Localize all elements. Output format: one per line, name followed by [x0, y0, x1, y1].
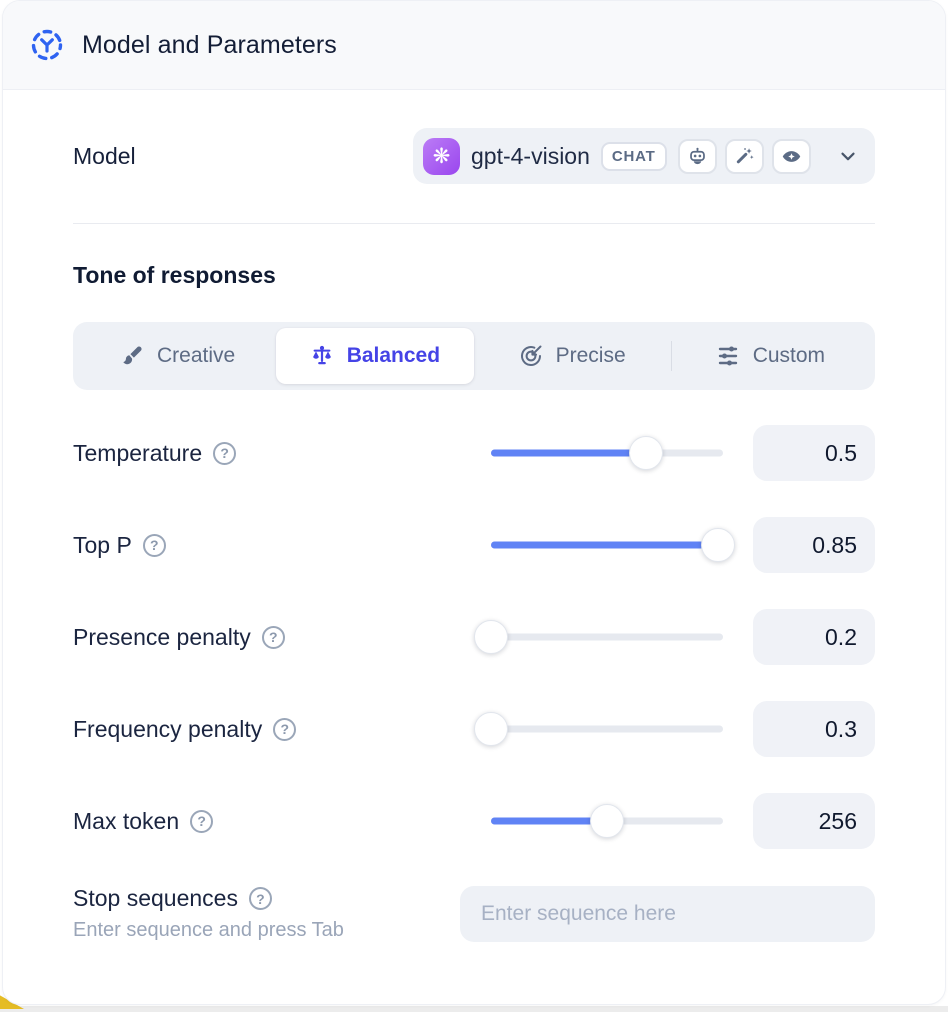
top-p-slider[interactable] [491, 528, 736, 562]
section-divider [73, 223, 875, 224]
tab-label: Balanced [346, 344, 441, 367]
max-token-label: Max token [73, 807, 180, 834]
frequency-penalty-slider[interactable] [474, 712, 723, 746]
param-row-frequency-penalty: Frequency penalty ? 0.3 [73, 701, 875, 757]
slider-handle[interactable] [474, 620, 508, 654]
page-bottom-strip [0, 1006, 948, 1012]
help-icon[interactable]: ? [248, 887, 272, 910]
magic-wand-icon [724, 138, 764, 174]
model-icon [29, 27, 65, 63]
slider-handle[interactable] [701, 528, 736, 562]
help-icon[interactable]: ? [190, 809, 214, 833]
vision-eye-icon [771, 138, 811, 174]
model-row: Model gpt-4-vision CHAT [73, 128, 875, 184]
tab-precise[interactable]: Precise [474, 328, 671, 384]
help-icon[interactable]: ? [142, 533, 166, 557]
presence-penalty-label: Presence penalty [73, 623, 251, 650]
slider-handle[interactable] [629, 436, 664, 470]
selected-model-name: gpt-4-vision [471, 142, 590, 169]
stop-sequences-hint: Enter sequence and press Tab [73, 919, 344, 941]
param-row-temperature: Temperature ? 0.5 [73, 425, 875, 481]
tone-section-heading: Tone of responses [73, 262, 276, 288]
max-token-slider[interactable] [491, 804, 723, 838]
slider-handle[interactable] [474, 712, 508, 746]
temperature-value: 0.5 [753, 425, 875, 481]
panel-title: Model and Parameters [82, 30, 337, 59]
model-label: Model [73, 142, 136, 169]
balance-scale-icon [312, 345, 331, 365]
tab-divider [670, 341, 672, 371]
robot-icon [677, 138, 717, 174]
param-row-top-p: Top P ? 0.85 [73, 517, 875, 573]
help-icon[interactable]: ? [261, 625, 285, 649]
stop-sequence-input[interactable] [460, 885, 875, 942]
frequency-penalty-value: 0.3 [753, 701, 875, 757]
presence-penalty-slider[interactable] [474, 620, 723, 654]
presence-penalty-value: 0.2 [753, 609, 875, 665]
help-icon[interactable]: ? [213, 441, 237, 465]
chevron-down-icon [837, 145, 859, 167]
max-token-value: 256 [753, 793, 875, 849]
model-select-dropdown[interactable]: gpt-4-vision CHAT [413, 128, 875, 184]
tab-label: Precise [555, 344, 626, 367]
tab-label: Creative [157, 344, 236, 367]
sliders-icon [718, 346, 737, 366]
model-type-badge: CHAT [600, 141, 667, 171]
temperature-label: Temperature [73, 439, 203, 466]
stop-sequences-row: Stop sequences ? Enter sequence and pres… [73, 885, 875, 1000]
param-row-presence-penalty: Presence penalty ? 0.2 [73, 609, 875, 665]
panel-header: Model and Parameters [3, 1, 945, 90]
help-icon[interactable]: ? [273, 717, 297, 741]
param-row-max-token: Max token ? 256 [73, 793, 875, 849]
slider-handle[interactable] [590, 804, 624, 838]
tab-custom[interactable]: Custom [672, 328, 869, 384]
temperature-slider[interactable] [491, 436, 723, 470]
top-p-label: Top P [73, 531, 132, 558]
frequency-penalty-label: Frequency penalty [73, 715, 263, 742]
stop-sequences-label: Stop sequences [73, 885, 238, 911]
openai-logo [423, 137, 460, 175]
tab-label: Custom [752, 344, 826, 367]
tone-tab-group: Creative Balanced [73, 322, 875, 390]
tab-balanced[interactable]: Balanced [276, 328, 474, 384]
brush-icon [123, 346, 142, 365]
tab-creative[interactable]: Creative [79, 328, 276, 384]
target-icon [520, 345, 542, 366]
top-p-value: 0.85 [753, 517, 875, 573]
